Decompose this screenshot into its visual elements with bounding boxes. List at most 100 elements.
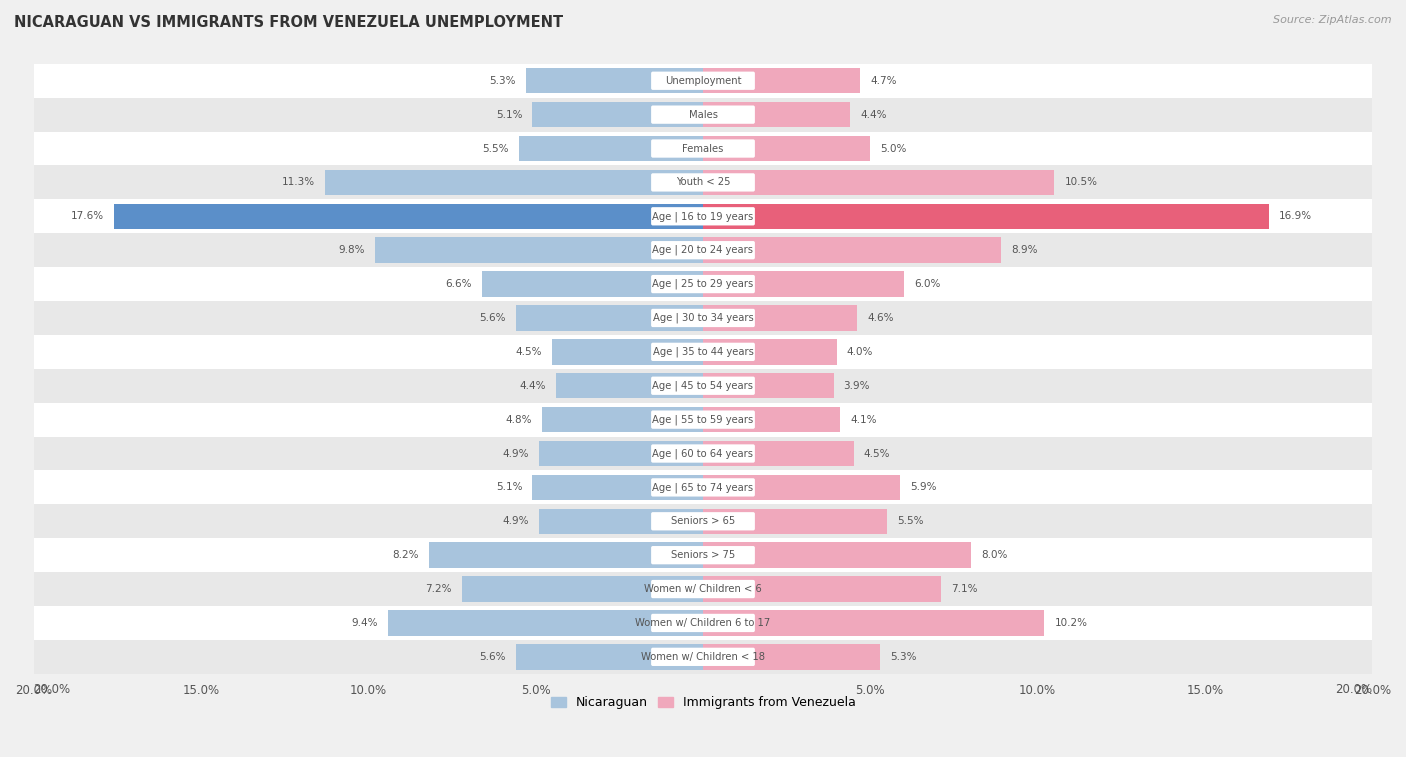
Text: Women w/ Children 6 to 17: Women w/ Children 6 to 17 — [636, 618, 770, 628]
Text: Seniors > 75: Seniors > 75 — [671, 550, 735, 560]
Bar — [555, 373, 703, 398]
Bar — [34, 301, 1372, 335]
Bar — [34, 538, 1372, 572]
Text: 3.9%: 3.9% — [844, 381, 870, 391]
Bar — [34, 403, 1372, 437]
Bar — [429, 543, 703, 568]
Bar — [482, 271, 703, 297]
Text: Youth < 25: Youth < 25 — [676, 177, 730, 188]
FancyBboxPatch shape — [651, 546, 755, 564]
Text: 5.3%: 5.3% — [489, 76, 516, 86]
Text: 5.9%: 5.9% — [911, 482, 936, 492]
Bar — [703, 102, 851, 127]
Text: 4.9%: 4.9% — [502, 448, 529, 459]
Bar — [703, 407, 841, 432]
Bar — [703, 170, 1054, 195]
Text: 7.2%: 7.2% — [426, 584, 451, 594]
Text: 4.7%: 4.7% — [870, 76, 897, 86]
FancyBboxPatch shape — [651, 309, 755, 327]
Bar — [703, 475, 900, 500]
Text: Age | 55 to 59 years: Age | 55 to 59 years — [652, 414, 754, 425]
Bar — [34, 470, 1372, 504]
Bar — [703, 543, 970, 568]
Text: 4.8%: 4.8% — [506, 415, 533, 425]
Bar — [538, 441, 703, 466]
Text: 11.3%: 11.3% — [281, 177, 315, 188]
Bar — [703, 204, 1268, 229]
Text: 4.0%: 4.0% — [846, 347, 873, 357]
Text: 7.1%: 7.1% — [950, 584, 977, 594]
Text: 5.1%: 5.1% — [496, 110, 522, 120]
Text: 5.1%: 5.1% — [496, 482, 522, 492]
Text: 20.0%: 20.0% — [1336, 683, 1372, 696]
Bar — [388, 610, 703, 636]
Bar — [34, 335, 1372, 369]
FancyBboxPatch shape — [651, 580, 755, 598]
Bar — [519, 136, 703, 161]
Bar — [703, 644, 880, 669]
Text: 9.4%: 9.4% — [352, 618, 378, 628]
FancyBboxPatch shape — [651, 241, 755, 260]
Text: 17.6%: 17.6% — [70, 211, 104, 221]
FancyBboxPatch shape — [651, 343, 755, 361]
Bar — [703, 68, 860, 93]
Bar — [34, 98, 1372, 132]
Bar — [34, 504, 1372, 538]
Text: 16.9%: 16.9% — [1278, 211, 1312, 221]
Text: 5.3%: 5.3% — [890, 652, 917, 662]
Bar — [34, 199, 1372, 233]
Text: 5.0%: 5.0% — [880, 144, 907, 154]
Bar — [703, 305, 858, 331]
Bar — [516, 644, 703, 669]
Bar — [34, 132, 1372, 166]
Text: 4.5%: 4.5% — [516, 347, 543, 357]
Bar — [34, 640, 1372, 674]
Bar — [533, 102, 703, 127]
Bar — [34, 64, 1372, 98]
Text: Age | 60 to 64 years: Age | 60 to 64 years — [652, 448, 754, 459]
Text: 10.2%: 10.2% — [1054, 618, 1087, 628]
FancyBboxPatch shape — [651, 614, 755, 632]
Bar — [34, 267, 1372, 301]
Bar — [34, 606, 1372, 640]
Text: Females: Females — [682, 144, 724, 154]
Text: 6.6%: 6.6% — [446, 279, 472, 289]
Bar — [538, 509, 703, 534]
Text: Age | 20 to 24 years: Age | 20 to 24 years — [652, 245, 754, 255]
FancyBboxPatch shape — [651, 173, 755, 192]
Bar — [34, 233, 1372, 267]
Text: Age | 35 to 44 years: Age | 35 to 44 years — [652, 347, 754, 357]
Text: 8.9%: 8.9% — [1011, 245, 1038, 255]
Bar — [553, 339, 703, 365]
FancyBboxPatch shape — [651, 207, 755, 226]
Text: Age | 45 to 54 years: Age | 45 to 54 years — [652, 381, 754, 391]
FancyBboxPatch shape — [651, 478, 755, 497]
Text: Women w/ Children < 18: Women w/ Children < 18 — [641, 652, 765, 662]
Bar — [703, 339, 837, 365]
Text: 5.6%: 5.6% — [479, 313, 506, 323]
Text: 4.6%: 4.6% — [868, 313, 893, 323]
Bar — [516, 305, 703, 331]
Bar — [34, 166, 1372, 199]
Text: NICARAGUAN VS IMMIGRANTS FROM VENEZUELA UNEMPLOYMENT: NICARAGUAN VS IMMIGRANTS FROM VENEZUELA … — [14, 15, 564, 30]
Text: 8.0%: 8.0% — [981, 550, 1007, 560]
Text: 5.5%: 5.5% — [897, 516, 924, 526]
Text: 6.0%: 6.0% — [914, 279, 941, 289]
Text: Age | 65 to 74 years: Age | 65 to 74 years — [652, 482, 754, 493]
Bar — [114, 204, 703, 229]
Text: Age | 16 to 19 years: Age | 16 to 19 years — [652, 211, 754, 222]
FancyBboxPatch shape — [651, 275, 755, 293]
Text: 8.2%: 8.2% — [392, 550, 419, 560]
Text: 4.1%: 4.1% — [851, 415, 877, 425]
Bar — [34, 572, 1372, 606]
Bar — [375, 238, 703, 263]
Text: Unemployment: Unemployment — [665, 76, 741, 86]
Bar — [325, 170, 703, 195]
Text: 5.6%: 5.6% — [479, 652, 506, 662]
Text: Seniors > 65: Seniors > 65 — [671, 516, 735, 526]
Text: 5.5%: 5.5% — [482, 144, 509, 154]
Bar — [526, 68, 703, 93]
FancyBboxPatch shape — [651, 139, 755, 157]
Bar — [703, 238, 1001, 263]
FancyBboxPatch shape — [651, 376, 755, 395]
